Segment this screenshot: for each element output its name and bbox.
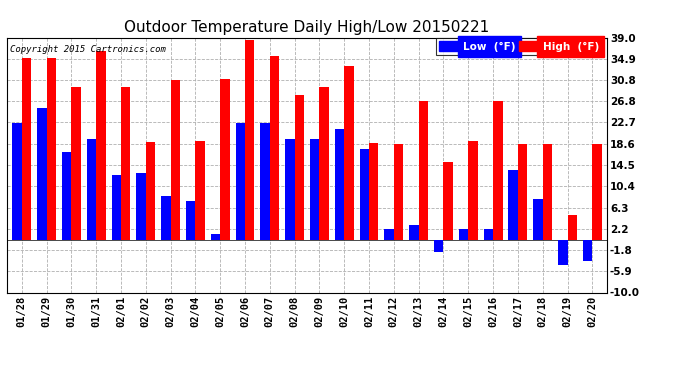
Bar xyxy=(344,66,354,240)
Bar xyxy=(12,123,22,240)
Bar xyxy=(37,108,47,240)
Bar xyxy=(493,101,502,240)
Bar xyxy=(87,139,96,240)
Legend: Low  (°F), High  (°F): Low (°F), High (°F) xyxy=(436,38,602,55)
Bar xyxy=(195,141,205,240)
Bar xyxy=(170,80,180,240)
Bar xyxy=(146,142,155,240)
Bar xyxy=(444,162,453,240)
Bar xyxy=(211,234,220,240)
Bar xyxy=(295,95,304,240)
Bar xyxy=(359,149,369,240)
Bar xyxy=(310,139,319,240)
Bar xyxy=(558,240,567,266)
Bar xyxy=(112,176,121,240)
Bar xyxy=(220,79,230,240)
Bar xyxy=(369,142,379,240)
Bar xyxy=(137,173,146,240)
Bar xyxy=(245,40,255,240)
Title: Outdoor Temperature Daily High/Low 20150221: Outdoor Temperature Daily High/Low 20150… xyxy=(124,20,490,35)
Bar xyxy=(567,216,577,240)
Text: Copyright 2015 Cartronics.com: Copyright 2015 Cartronics.com xyxy=(10,45,166,54)
Bar xyxy=(384,229,394,240)
Bar xyxy=(335,129,344,240)
Bar xyxy=(533,199,543,240)
Bar xyxy=(484,229,493,240)
Bar xyxy=(121,87,130,240)
Bar xyxy=(270,56,279,240)
Bar xyxy=(96,51,106,240)
Bar xyxy=(518,144,527,240)
Bar xyxy=(583,240,592,261)
Bar xyxy=(394,144,403,240)
Bar xyxy=(509,170,518,240)
Bar xyxy=(22,58,31,240)
Bar xyxy=(71,87,81,240)
Bar xyxy=(260,123,270,240)
Bar xyxy=(543,144,552,240)
Bar xyxy=(419,101,428,240)
Bar xyxy=(459,229,469,240)
Bar xyxy=(47,58,56,240)
Bar xyxy=(285,139,295,240)
Bar xyxy=(434,240,444,252)
Bar xyxy=(409,225,419,240)
Bar xyxy=(186,201,195,240)
Bar xyxy=(319,87,329,240)
Bar xyxy=(469,141,477,240)
Bar xyxy=(161,196,170,240)
Bar xyxy=(592,144,602,240)
Bar xyxy=(62,152,71,240)
Bar xyxy=(235,123,245,240)
